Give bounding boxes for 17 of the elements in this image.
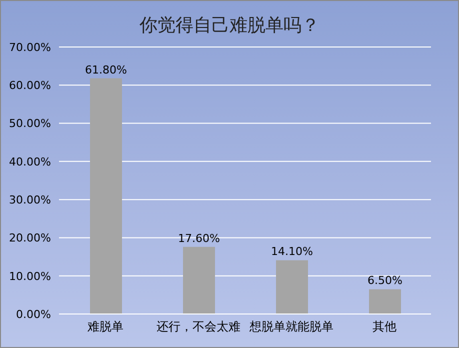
y-tick-label: 60.00%: [9, 79, 51, 92]
y-tick-label: 50.00%: [9, 117, 51, 130]
y-tick-label: 20.00%: [9, 232, 51, 245]
y-tick-label: 0.00%: [16, 308, 51, 321]
x-tick-label: 难脱单: [86, 320, 124, 334]
data-label: 17.60%: [178, 232, 220, 245]
y-tick-label: 10.00%: [9, 270, 51, 283]
y-tick-label: 40.00%: [9, 155, 51, 168]
y-tick-label: 30.00%: [9, 193, 51, 206]
data-label: 14.10%: [271, 245, 313, 258]
x-tick-label: 还行，不会太难: [156, 320, 240, 334]
data-label: 61.80%: [85, 63, 127, 76]
y-tick-label: 70.00%: [9, 40, 51, 54]
x-tick-label: 想脱单就能脱单: [248, 320, 334, 334]
data-label: 6.50%: [368, 274, 402, 288]
x-tick-label: 其他: [372, 320, 396, 334]
chart-title: 你觉得自己难脱单吗？: [138, 14, 320, 38]
